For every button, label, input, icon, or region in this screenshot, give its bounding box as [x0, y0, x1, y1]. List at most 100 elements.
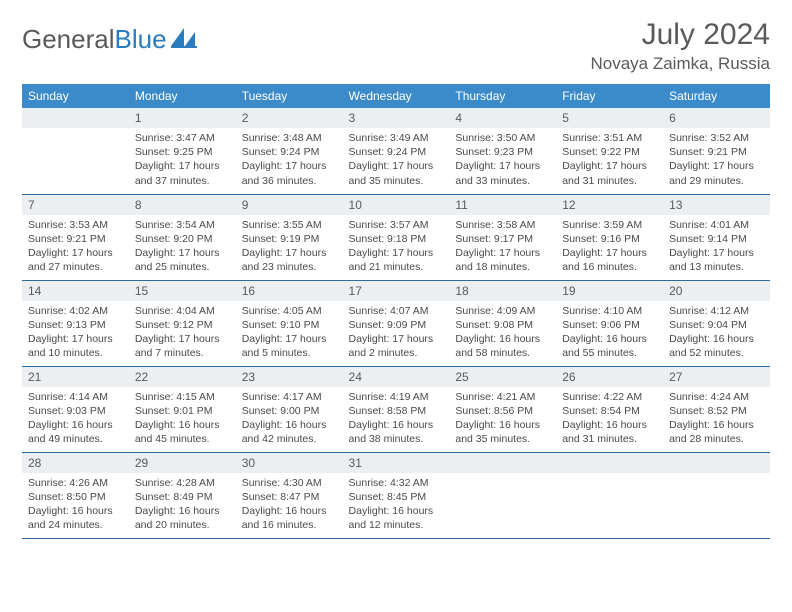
day-details: Sunrise: 4:32 AMSunset: 8:45 PMDaylight:… — [343, 473, 450, 537]
day-details: Sunrise: 3:55 AMSunset: 9:19 PMDaylight:… — [236, 215, 343, 279]
weekday-header: Saturday — [663, 84, 770, 108]
weekday-header: Tuesday — [236, 84, 343, 108]
logo: GeneralBlue — [22, 24, 197, 55]
calendar-day-cell: 22Sunrise: 4:15 AMSunset: 9:01 PMDayligh… — [129, 366, 236, 452]
day-details: Sunrise: 3:48 AMSunset: 9:24 PMDaylight:… — [236, 128, 343, 192]
calendar-day-cell: 9Sunrise: 3:55 AMSunset: 9:19 PMDaylight… — [236, 194, 343, 280]
calendar-day-cell: 5Sunrise: 3:51 AMSunset: 9:22 PMDaylight… — [556, 108, 663, 194]
month-title: July 2024 — [590, 18, 770, 52]
day-number: 6 — [663, 108, 770, 128]
day-number: 7 — [22, 195, 129, 215]
calendar-week-row: 14Sunrise: 4:02 AMSunset: 9:13 PMDayligh… — [22, 280, 770, 366]
day-details: Sunrise: 4:04 AMSunset: 9:12 PMDaylight:… — [129, 301, 236, 365]
day-number: 2 — [236, 108, 343, 128]
calendar-day-cell: 4Sunrise: 3:50 AMSunset: 9:23 PMDaylight… — [449, 108, 556, 194]
day-details: Sunrise: 3:49 AMSunset: 9:24 PMDaylight:… — [343, 128, 450, 192]
calendar-day-cell: 11Sunrise: 3:58 AMSunset: 9:17 PMDayligh… — [449, 194, 556, 280]
calendar-week-row: 28Sunrise: 4:26 AMSunset: 8:50 PMDayligh… — [22, 452, 770, 538]
calendar-day-cell: 19Sunrise: 4:10 AMSunset: 9:06 PMDayligh… — [556, 280, 663, 366]
calendar-day-cell: 17Sunrise: 4:07 AMSunset: 9:09 PMDayligh… — [343, 280, 450, 366]
day-number: 11 — [449, 195, 556, 215]
weekday-header: Monday — [129, 84, 236, 108]
day-details: Sunrise: 4:09 AMSunset: 9:08 PMDaylight:… — [449, 301, 556, 365]
day-details: Sunrise: 4:17 AMSunset: 9:00 PMDaylight:… — [236, 387, 343, 451]
day-details: Sunrise: 3:53 AMSunset: 9:21 PMDaylight:… — [22, 215, 129, 279]
day-details: Sunrise: 4:30 AMSunset: 8:47 PMDaylight:… — [236, 473, 343, 537]
calendar-body: 1Sunrise: 3:47 AMSunset: 9:25 PMDaylight… — [22, 108, 770, 538]
day-number: 25 — [449, 367, 556, 387]
day-number: 29 — [129, 453, 236, 473]
day-number: 28 — [22, 453, 129, 473]
day-number: 21 — [22, 367, 129, 387]
calendar-table: SundayMondayTuesdayWednesdayThursdayFrid… — [22, 84, 770, 539]
location: Novaya Zaimka, Russia — [590, 54, 770, 74]
logo-text-b: Blue — [115, 24, 167, 55]
calendar-week-row: 21Sunrise: 4:14 AMSunset: 9:03 PMDayligh… — [22, 366, 770, 452]
day-number: 27 — [663, 367, 770, 387]
calendar-week-row: 7Sunrise: 3:53 AMSunset: 9:21 PMDaylight… — [22, 194, 770, 280]
day-details: Sunrise: 4:19 AMSunset: 8:58 PMDaylight:… — [343, 387, 450, 451]
day-number: 12 — [556, 195, 663, 215]
day-number: 9 — [236, 195, 343, 215]
day-details: Sunrise: 3:57 AMSunset: 9:18 PMDaylight:… — [343, 215, 450, 279]
calendar-day-cell: 30Sunrise: 4:30 AMSunset: 8:47 PMDayligh… — [236, 452, 343, 538]
day-details: Sunrise: 4:24 AMSunset: 8:52 PMDaylight:… — [663, 387, 770, 451]
weekday-header: Thursday — [449, 84, 556, 108]
day-number: 15 — [129, 281, 236, 301]
day-number: 17 — [343, 281, 450, 301]
calendar-empty-cell — [449, 452, 556, 538]
weekday-header: Friday — [556, 84, 663, 108]
calendar-day-cell: 10Sunrise: 3:57 AMSunset: 9:18 PMDayligh… — [343, 194, 450, 280]
logo-text-a: General — [22, 24, 115, 55]
day-details: Sunrise: 3:59 AMSunset: 9:16 PMDaylight:… — [556, 215, 663, 279]
calendar-day-cell: 27Sunrise: 4:24 AMSunset: 8:52 PMDayligh… — [663, 366, 770, 452]
day-number: 24 — [343, 367, 450, 387]
calendar-day-cell: 23Sunrise: 4:17 AMSunset: 9:00 PMDayligh… — [236, 366, 343, 452]
weekday-header: Sunday — [22, 84, 129, 108]
day-number-empty — [663, 453, 770, 473]
day-number: 16 — [236, 281, 343, 301]
day-details: Sunrise: 4:07 AMSunset: 9:09 PMDaylight:… — [343, 301, 450, 365]
day-number: 19 — [556, 281, 663, 301]
calendar-empty-cell — [22, 108, 129, 194]
calendar-day-cell: 18Sunrise: 4:09 AMSunset: 9:08 PMDayligh… — [449, 280, 556, 366]
day-number: 14 — [22, 281, 129, 301]
day-details: Sunrise: 4:01 AMSunset: 9:14 PMDaylight:… — [663, 215, 770, 279]
calendar-day-cell: 25Sunrise: 4:21 AMSunset: 8:56 PMDayligh… — [449, 366, 556, 452]
day-details: Sunrise: 3:52 AMSunset: 9:21 PMDaylight:… — [663, 128, 770, 192]
day-number-empty — [449, 453, 556, 473]
day-details: Sunrise: 3:51 AMSunset: 9:22 PMDaylight:… — [556, 128, 663, 192]
calendar-day-cell: 28Sunrise: 4:26 AMSunset: 8:50 PMDayligh… — [22, 452, 129, 538]
day-details: Sunrise: 3:47 AMSunset: 9:25 PMDaylight:… — [129, 128, 236, 192]
day-details: Sunrise: 4:02 AMSunset: 9:13 PMDaylight:… — [22, 301, 129, 365]
day-number-empty — [556, 453, 663, 473]
calendar-day-cell: 13Sunrise: 4:01 AMSunset: 9:14 PMDayligh… — [663, 194, 770, 280]
weekday-header: Wednesday — [343, 84, 450, 108]
day-details: Sunrise: 4:14 AMSunset: 9:03 PMDaylight:… — [22, 387, 129, 451]
day-number: 18 — [449, 281, 556, 301]
weekday-header-row: SundayMondayTuesdayWednesdayThursdayFrid… — [22, 84, 770, 108]
day-number: 4 — [449, 108, 556, 128]
logo-sail-icon — [171, 24, 197, 55]
calendar-empty-cell — [663, 452, 770, 538]
day-details: Sunrise: 4:22 AMSunset: 8:54 PMDaylight:… — [556, 387, 663, 451]
calendar-day-cell: 12Sunrise: 3:59 AMSunset: 9:16 PMDayligh… — [556, 194, 663, 280]
day-number: 30 — [236, 453, 343, 473]
calendar-day-cell: 14Sunrise: 4:02 AMSunset: 9:13 PMDayligh… — [22, 280, 129, 366]
day-details: Sunrise: 4:15 AMSunset: 9:01 PMDaylight:… — [129, 387, 236, 451]
day-details: Sunrise: 4:05 AMSunset: 9:10 PMDaylight:… — [236, 301, 343, 365]
day-number: 1 — [129, 108, 236, 128]
day-number: 10 — [343, 195, 450, 215]
calendar-day-cell: 3Sunrise: 3:49 AMSunset: 9:24 PMDaylight… — [343, 108, 450, 194]
calendar-day-cell: 29Sunrise: 4:28 AMSunset: 8:49 PMDayligh… — [129, 452, 236, 538]
calendar-day-cell: 2Sunrise: 3:48 AMSunset: 9:24 PMDaylight… — [236, 108, 343, 194]
calendar-day-cell: 31Sunrise: 4:32 AMSunset: 8:45 PMDayligh… — [343, 452, 450, 538]
header: GeneralBlue July 2024 Novaya Zaimka, Rus… — [22, 18, 770, 74]
day-details: Sunrise: 3:58 AMSunset: 9:17 PMDaylight:… — [449, 215, 556, 279]
day-number: 31 — [343, 453, 450, 473]
day-number: 23 — [236, 367, 343, 387]
calendar-day-cell: 21Sunrise: 4:14 AMSunset: 9:03 PMDayligh… — [22, 366, 129, 452]
calendar-day-cell: 15Sunrise: 4:04 AMSunset: 9:12 PMDayligh… — [129, 280, 236, 366]
calendar-day-cell: 1Sunrise: 3:47 AMSunset: 9:25 PMDaylight… — [129, 108, 236, 194]
day-number-empty — [22, 108, 129, 128]
